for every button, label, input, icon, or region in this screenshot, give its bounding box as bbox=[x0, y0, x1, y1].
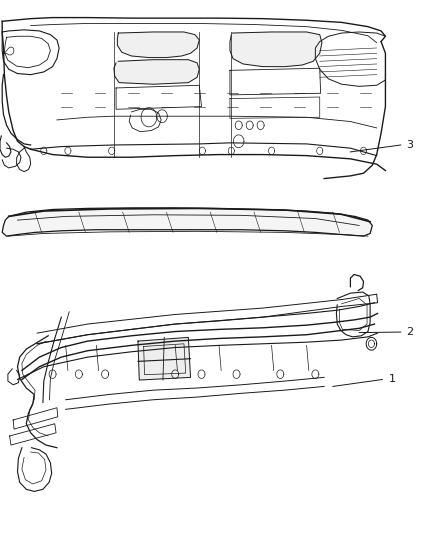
Polygon shape bbox=[2, 208, 372, 236]
Polygon shape bbox=[114, 60, 199, 84]
Polygon shape bbox=[230, 32, 322, 67]
Polygon shape bbox=[117, 32, 199, 58]
Text: 1: 1 bbox=[389, 375, 396, 384]
Text: 2: 2 bbox=[406, 327, 413, 337]
Text: 3: 3 bbox=[406, 140, 413, 150]
Polygon shape bbox=[138, 337, 191, 380]
